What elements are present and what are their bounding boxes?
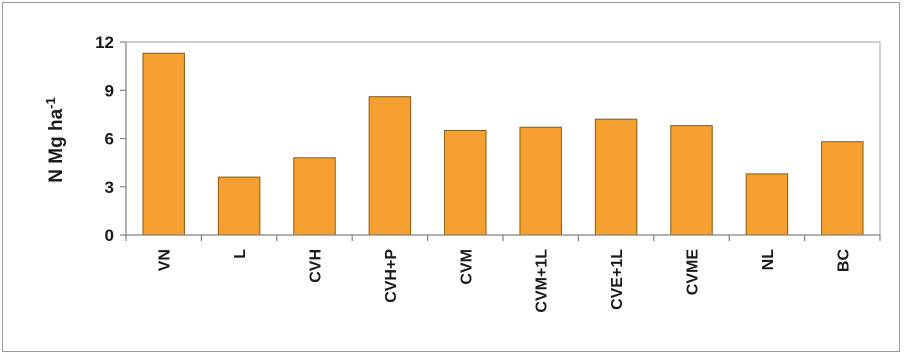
x-category-label: CVH+P (383, 249, 400, 303)
bar-vn (142, 52, 185, 236)
bars-group (142, 52, 864, 236)
x-category-label: CVH (308, 249, 325, 283)
y-axis: 0 3 6 9 12 (95, 33, 127, 245)
bar-cve-1l (594, 118, 638, 236)
y-axis-label: N Mg ha-1 (43, 97, 67, 182)
x-category-label: VN (157, 249, 174, 271)
bar-nl (745, 173, 789, 236)
x-category-label: L (232, 249, 249, 259)
y-axis-label-main: N Mg ha (46, 108, 67, 182)
y-tick-label: 9 (105, 81, 114, 100)
bar-cvme (670, 125, 713, 236)
x-category-label: NL (760, 249, 777, 271)
y-tick-label: 0 (105, 226, 114, 245)
bar-cvm-1l (519, 126, 562, 236)
bar-cvm (444, 129, 487, 236)
bar-l (217, 176, 261, 236)
x-category-label: CVM+1L (534, 249, 551, 313)
y-axis-label-superscript: -1 (43, 97, 58, 109)
x-category-label: BC (835, 249, 852, 273)
bar-bc (821, 141, 864, 236)
y-tick-label: 6 (105, 130, 114, 149)
y-tick-label: 12 (95, 33, 114, 52)
x-category-label: CVM (458, 249, 475, 285)
x-category-label: CVE+1L (609, 249, 626, 310)
bar-cvh-p (368, 96, 412, 236)
y-tick-label: 3 (105, 178, 114, 197)
x-category-label: CVME (685, 249, 702, 296)
x-axis: VN L CVH CVH+P CVM CVM+1L CVE+1L CVME NL BC (125, 234, 881, 313)
bar-cvh (293, 157, 336, 236)
